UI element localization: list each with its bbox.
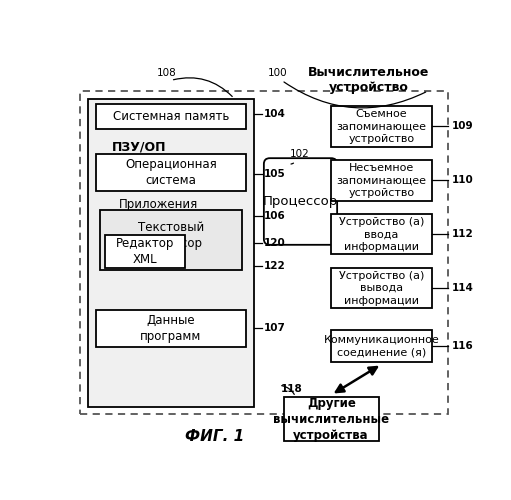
Text: 122: 122 bbox=[264, 261, 286, 271]
Text: Операционная
система: Операционная система bbox=[125, 158, 217, 187]
Bar bbox=[331, 160, 432, 200]
Text: Системная память: Системная память bbox=[112, 110, 229, 124]
Bar bbox=[80, 91, 448, 414]
Text: 107: 107 bbox=[264, 322, 286, 332]
Text: 104: 104 bbox=[264, 109, 286, 119]
Bar bbox=[331, 214, 432, 254]
Text: Устройство (а)
ввода
информации: Устройство (а) ввода информации bbox=[339, 217, 424, 252]
Text: Данные
программ: Данные программ bbox=[140, 314, 201, 343]
Bar bbox=[105, 235, 184, 268]
Bar bbox=[96, 104, 246, 130]
Text: Коммуникационное
соединение (я): Коммуникационное соединение (я) bbox=[324, 334, 439, 357]
Text: Съемное
запоминающее
устройство: Съемное запоминающее устройство bbox=[337, 109, 427, 144]
Text: Текстовый
процессор: Текстовый процессор bbox=[137, 221, 204, 250]
Bar bbox=[331, 106, 432, 146]
Bar bbox=[284, 397, 379, 441]
Text: 112: 112 bbox=[452, 229, 474, 239]
Text: 102: 102 bbox=[290, 150, 309, 160]
Text: Вычислительное
устройство: Вычислительное устройство bbox=[308, 66, 430, 94]
Bar bbox=[96, 310, 246, 347]
Text: 114: 114 bbox=[452, 283, 474, 293]
Bar bbox=[331, 330, 432, 362]
Text: Процессор: Процессор bbox=[263, 195, 338, 208]
Text: 116: 116 bbox=[452, 341, 474, 351]
Bar bbox=[96, 154, 246, 191]
Text: 110: 110 bbox=[452, 176, 474, 186]
Text: ФИГ. 1: ФИГ. 1 bbox=[185, 429, 244, 444]
Text: 109: 109 bbox=[452, 122, 474, 132]
Text: ПЗУ/ОП: ПЗУ/ОП bbox=[112, 140, 167, 153]
Bar bbox=[100, 210, 242, 270]
Text: 108: 108 bbox=[157, 68, 177, 78]
Bar bbox=[331, 268, 432, 308]
Text: Устройство (а)
вывода
информации: Устройство (а) вывода информации bbox=[339, 270, 424, 306]
Text: 120: 120 bbox=[264, 238, 286, 248]
Text: Несъемное
запоминающее
устройство: Несъемное запоминающее устройство bbox=[337, 163, 427, 198]
Text: 100: 100 bbox=[268, 68, 288, 78]
Text: 106: 106 bbox=[264, 211, 286, 221]
Text: Другие
вычислительные
устройства: Другие вычислительные устройства bbox=[273, 396, 389, 442]
Bar bbox=[88, 98, 254, 406]
Text: Редактор
XML: Редактор XML bbox=[116, 237, 174, 266]
Text: 118: 118 bbox=[281, 384, 303, 394]
FancyBboxPatch shape bbox=[264, 158, 337, 245]
Text: 105: 105 bbox=[264, 168, 286, 178]
Text: Приложения: Приложения bbox=[120, 198, 199, 211]
